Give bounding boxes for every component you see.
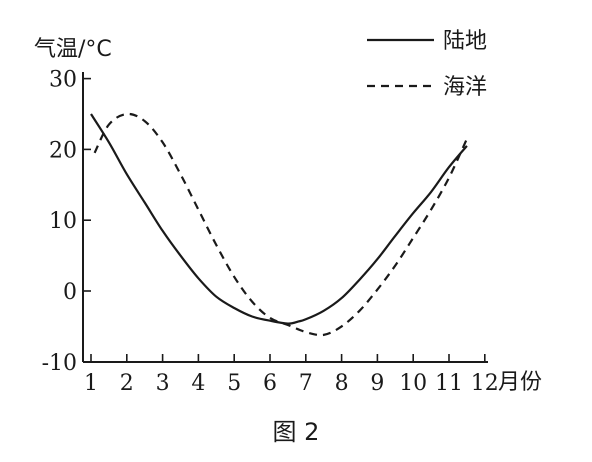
y-tick-label: 10 — [49, 209, 77, 234]
x-ticks: 1 2 3 4 5 6 7 8 9 10 11 12 — [84, 354, 499, 396]
x-tick-label: 11 — [435, 371, 463, 396]
legend: 陆地 海洋 — [367, 29, 487, 100]
legend-label-land: 陆地 — [443, 29, 487, 54]
y-tick-label: 0 — [63, 280, 77, 305]
axes — [82, 72, 488, 363]
x-tick-label: 8 — [335, 371, 349, 396]
x-tick-label: 6 — [263, 371, 277, 396]
y-tick-label: 30 — [49, 68, 77, 93]
y-axis-title: 气温/°C — [34, 37, 112, 62]
x-tick-label: 4 — [191, 371, 205, 396]
x-tick-label: 5 — [227, 371, 241, 396]
y-tick-label: -10 — [42, 351, 77, 376]
x-tick-label: 10 — [399, 371, 427, 396]
x-tick-label: 9 — [370, 371, 384, 396]
series-land-line — [90, 113, 468, 325]
legend-label-ocean: 海洋 — [443, 75, 487, 100]
x-tick-label: 2 — [120, 371, 134, 396]
series-layer — [90, 112, 468, 337]
series-ocean-line — [93, 112, 468, 337]
y-tick-label: 20 — [49, 138, 77, 163]
y-ticks: -10 0 10 20 30 — [42, 68, 91, 376]
x-tick-label: 3 — [156, 371, 170, 396]
figure-caption: 图 2 — [273, 418, 320, 446]
x-tick-label: 7 — [299, 371, 313, 396]
x-axis-unit: 月份 — [498, 370, 542, 395]
x-tick-label: 12 — [471, 371, 499, 396]
x-tick-label: 1 — [84, 371, 98, 396]
